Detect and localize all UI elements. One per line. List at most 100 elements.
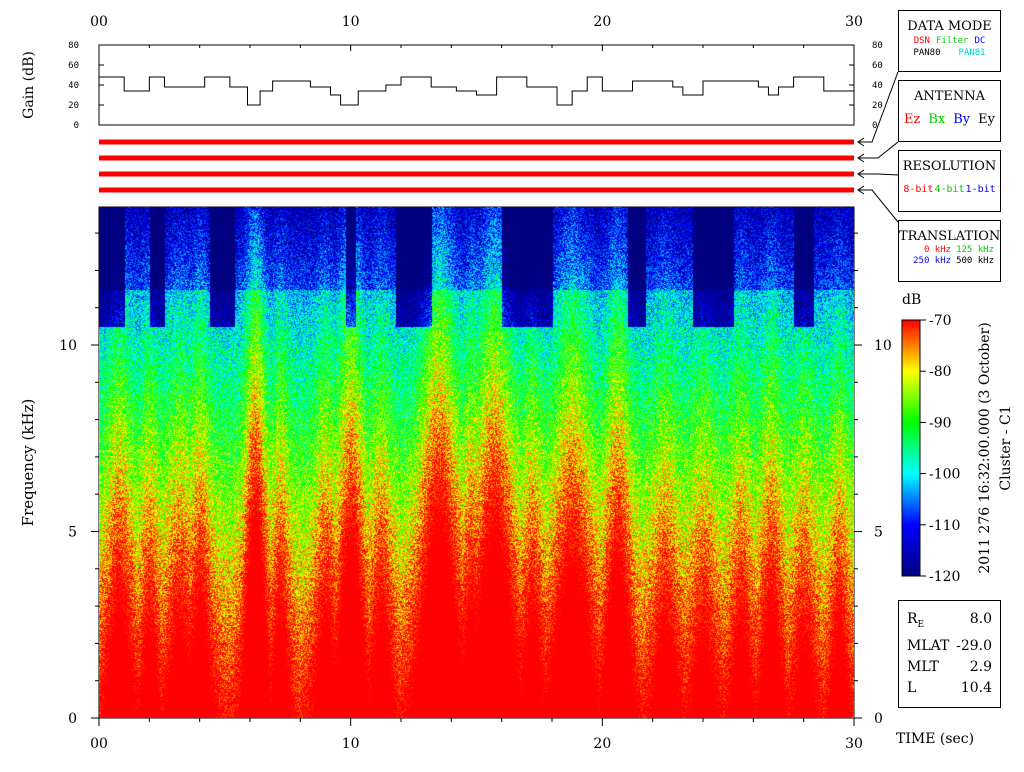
gain-y-tick-label-right: 80 [872, 41, 883, 51]
antenna-title: ANTENNA [913, 89, 986, 104]
translation-title: TRANSLATION [899, 229, 1001, 244]
data-mode-row2: PAN80 PAN81 [899, 48, 1000, 58]
ephemeris-label-mlt: MLT [907, 658, 939, 675]
status-bar [99, 155, 854, 161]
vertical-subtitle: Cluster - C1 [998, 405, 1014, 490]
data-mode-legend: DATA MODE DSN Filter DC PAN80 PAN81 [898, 10, 1001, 72]
colorbar-tick-label: -70 [929, 313, 952, 329]
status-bar [99, 171, 854, 177]
ephemeris-label-mlat: MLAT [907, 637, 950, 654]
gain-ylabel: Gain (dB) [21, 51, 37, 119]
data-mode-dc: DC [974, 36, 986, 46]
ephemeris-value-l: 10.4 [960, 679, 992, 696]
data-mode-row1: DSN Filter DC [899, 36, 1000, 46]
gain-y-tick-label-right: 40 [872, 81, 883, 91]
ephemeris-label-l: L [907, 679, 917, 696]
antenna-legend: ANTENNA Ez Bx By Ey [898, 80, 1001, 142]
translation-500khz: 500 kHz [956, 256, 994, 266]
colorbar-tick-label: -110 [929, 518, 960, 534]
ephemeris-row-l: L 10.4 [899, 678, 1000, 699]
translation-125khz: 125 kHz [956, 245, 994, 255]
gain-y-tick-label-right: 20 [872, 101, 883, 111]
connector-resolution [858, 173, 899, 176]
connector-arrowhead [857, 169, 865, 179]
y-tick-label-left: 5 [68, 525, 77, 541]
antenna-ez: Ez [904, 112, 921, 127]
y-tick-label-right: 10 [874, 338, 892, 354]
translation-250khz: 250 kHz [913, 256, 952, 266]
colorbar-tick-label: -90 [929, 415, 952, 431]
ephemeris-row-mlt: MLT 2.9 [899, 657, 1000, 678]
bottom-x-tick-label: 20 [593, 736, 611, 752]
gain-y-tick-label-left: 20 [68, 101, 79, 111]
antenna-by: By [953, 112, 971, 127]
ephemeris-label-re-sub: E [917, 619, 925, 630]
resolution-title: RESOLUTION [902, 159, 997, 174]
antenna-ey: Ey [978, 112, 995, 127]
connector-arrowhead [857, 153, 865, 163]
top-x-tick-label: 10 [342, 14, 360, 30]
antenna-row: Ez Bx By Ey [899, 112, 1000, 127]
colorbar-rect [901, 319, 921, 577]
legend-connectors [857, 71, 899, 223]
top-x-tick-label: 00 [90, 14, 108, 30]
ephemeris-row-re: RE 8.0 [899, 609, 1000, 636]
translation-0khz: 0 kHz [923, 245, 952, 255]
data-mode-title: DATA MODE [907, 19, 992, 34]
gain-y-tick-label-left: 80 [68, 41, 79, 51]
ephemeris-row-mlat: MLAT -29.0 [899, 636, 1000, 657]
y-tick-label-left: 10 [59, 338, 77, 354]
colorbar-tick-label: -80 [929, 364, 952, 380]
connector-antenna [858, 141, 899, 159]
gain-frame [98, 44, 855, 126]
resolution-row: 8-bit 4-bit 1-bit [899, 184, 1000, 195]
bottom-x-tick-label: 00 [90, 736, 108, 752]
gain-y-tick-label-right: 60 [872, 61, 883, 71]
ephemeris-value-mlt: 2.9 [969, 658, 992, 675]
translation-row1: 0 kHz 125 kHz [899, 245, 1000, 255]
status-bar [99, 187, 854, 193]
gain-y-tick-label-left: 0 [74, 121, 79, 131]
data-mode-filter: Filter [935, 36, 969, 46]
x-axis-label: TIME (sec) [896, 731, 974, 747]
data-mode-pan80: PAN80 [913, 48, 941, 58]
ephemeris-label-re: RE [907, 609, 924, 636]
colorbar: -70 -80 -90 -100 -110 -120 dB 2011 276 16:32:00… [901, 292, 1014, 585]
vertical-title: 2011 276 16:32:00.000 (3 October) [977, 322, 993, 573]
connector-arrowhead [857, 137, 865, 147]
data-mode-dsn: DSN [913, 36, 930, 46]
resolution-1bit: 1-bit [965, 184, 996, 195]
gain-y-tick-label-left: 40 [68, 81, 79, 91]
top-x-tick-label: 20 [593, 14, 611, 30]
ephemeris-value-mlat: -29.0 [956, 637, 992, 654]
connector-data-mode [858, 71, 899, 143]
spectrogram-image [99, 207, 854, 718]
status-bars [99, 139, 854, 193]
colorbar-tick-label: -100 [929, 467, 960, 483]
y-tick-label-left: 0 [68, 711, 77, 727]
ephemeris-value-re: 8.0 [969, 611, 992, 627]
ephemeris-box: RE 8.0 MLAT -29.0 MLT 2.9 L 10.4 [898, 600, 1001, 708]
data-mode-pan81: PAN81 [958, 48, 986, 58]
resolution-legend: RESOLUTION 8-bit 4-bit 1-bit [898, 150, 1001, 212]
translation-row2: 250 kHz 500 kHz [899, 256, 1000, 266]
y-axis-label: Frequency (kHz) [19, 399, 37, 527]
connector-arrowhead [857, 185, 865, 195]
status-bar [99, 139, 854, 145]
gain-y-tick-label-left: 60 [68, 61, 79, 71]
y-tick-label-right: 0 [874, 711, 883, 727]
translation-legend: TRANSLATION 0 kHz 125 kHz 250 kHz 500 kH… [898, 220, 1001, 282]
resolution-8bit: 8-bit [903, 184, 934, 195]
connector-translation [858, 189, 899, 223]
colorbar-tick-label: -120 [929, 569, 960, 585]
antenna-bx: Bx [928, 112, 946, 127]
ephemeris-label-re-main: R [907, 611, 918, 627]
colorbar-unit: dB [902, 292, 921, 308]
bottom-x-tick-label: 30 [845, 736, 863, 752]
gain-trace [99, 76, 854, 106]
bottom-x-tick-label: 10 [342, 736, 360, 752]
top-x-tick-label: 30 [845, 14, 863, 30]
